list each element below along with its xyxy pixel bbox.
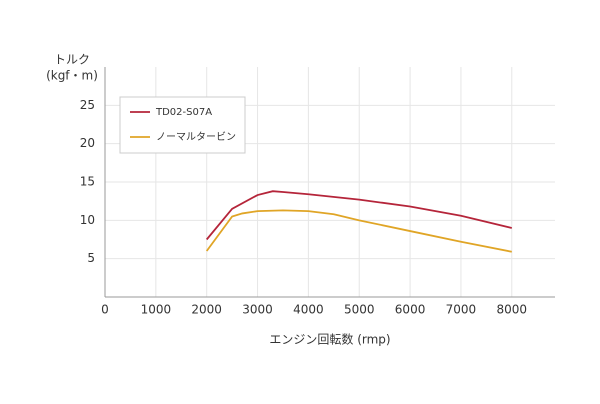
y-axis-label: (kgf・m): [46, 69, 98, 83]
x-tick-label: 1000: [141, 303, 172, 317]
x-axis-label: エンジン回転数 (rmp): [269, 332, 390, 347]
y-tick-label: 20: [80, 136, 95, 150]
y-tick-label: 15: [80, 175, 95, 189]
y-tick-label: 25: [80, 98, 95, 112]
legend-box: [119, 96, 246, 154]
legend-label: TD02-S07A: [155, 107, 212, 118]
y-tick-label: 10: [80, 213, 95, 227]
x-tick-label: 7000: [446, 303, 477, 317]
x-tick-label: 8000: [497, 303, 528, 317]
x-tick-label: 6000: [395, 303, 426, 317]
legend-label: ノーマルタービン: [156, 131, 236, 143]
x-tick-label: 2000: [191, 303, 222, 317]
y-tick-label: 5: [87, 251, 95, 265]
x-tick-label: 0: [101, 303, 109, 317]
line: [205, 209, 512, 253]
y-axis-label: トルク: [54, 53, 90, 67]
x-tick-label: 4000: [293, 303, 324, 317]
line: [206, 190, 512, 241]
x-tick-label: 5000: [344, 303, 375, 317]
x-tick-label: 3000: [242, 303, 273, 317]
